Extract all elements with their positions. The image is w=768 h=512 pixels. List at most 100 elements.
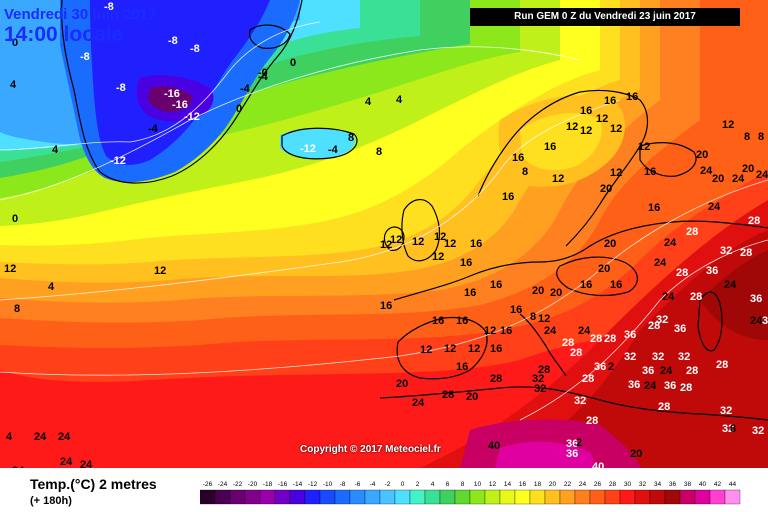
temperature-label: 8: [744, 131, 750, 143]
temperature-label: 28: [748, 215, 760, 227]
temperature-label: 28: [570, 347, 582, 359]
scale-swatch: [304, 489, 321, 505]
temperature-label: 12: [434, 231, 446, 243]
forecast-time: 14:00 locale: [4, 23, 124, 46]
temperature-label: 12: [722, 119, 734, 131]
temperature-label: 36: [628, 379, 640, 391]
temperature-label: 20: [396, 378, 408, 390]
temperature-label: 16: [502, 191, 514, 203]
white-sea: [639, 142, 697, 177]
greenland-coast: [61, 0, 303, 184]
temperature-label: -8: [116, 82, 126, 94]
scale-value: 30: [624, 481, 632, 488]
temperature-label: 12: [484, 325, 496, 337]
scale-swatch: [484, 489, 501, 505]
temperature-label: 36: [706, 265, 718, 277]
temperature-label: 16: [610, 279, 622, 291]
model-run-banner: Run GEM 0 Z du Vendredi 23 juin 2017: [470, 8, 740, 26]
north-africa-coast: [379, 386, 768, 421]
scale-value: -16: [278, 481, 288, 488]
temperature-label: 36: [642, 365, 654, 377]
scale-value: 8: [461, 481, 465, 488]
temperature-label: 28: [686, 365, 698, 377]
scale-value: 22: [564, 481, 572, 488]
zone-extreme-pink: [495, 441, 594, 468]
temperature-label: -4: [258, 71, 269, 83]
temperature-label: 16: [648, 202, 660, 214]
svalbard-coast: [248, 24, 291, 49]
scale-swatch: [289, 489, 306, 505]
temperature-label: 12: [610, 123, 622, 135]
temperature-label: 24: [412, 397, 425, 409]
scale-value: -24: [218, 481, 228, 488]
scale-value: 38: [684, 481, 692, 488]
temperature-label: 8: [14, 303, 20, 315]
temperature-label: 24: [34, 431, 47, 443]
temperature-label: 24: [644, 380, 657, 392]
scale-value: -4: [370, 481, 376, 488]
temperature-label: 12: [390, 234, 402, 246]
temperature-label: 16: [580, 279, 592, 291]
zone-hot-darkred: [500, 230, 768, 468]
scale-value: -14: [293, 481, 303, 488]
scale-swatch: [200, 489, 216, 505]
temperature-label: -16: [172, 99, 188, 111]
temperature-label: 0: [290, 57, 296, 69]
temperature-label: 16: [490, 279, 502, 291]
temperature-label: -8: [80, 51, 90, 63]
temperature-label: 28: [590, 333, 602, 345]
scale-value: 4: [431, 481, 435, 488]
temperature-label: 28: [562, 337, 574, 349]
temperature-label: 8: [530, 311, 536, 323]
temperature-label: 24: [732, 173, 745, 185]
temperature-label: 4: [365, 96, 372, 108]
temperature-label: 28: [490, 373, 502, 385]
scale-swatch: [379, 489, 396, 505]
temperature-label: 28: [716, 359, 728, 371]
temperature-label: 8: [522, 166, 528, 178]
scale-value: 40: [699, 481, 707, 488]
temperature-label: 28: [658, 401, 670, 413]
temperature-label: 16: [512, 152, 524, 164]
temperature-label: 20: [600, 183, 612, 195]
scale-swatch: [454, 489, 471, 505]
scale-value: -20: [248, 481, 258, 488]
temperature-label: 12: [420, 344, 432, 356]
temperature-label: 20: [742, 163, 754, 175]
temperature-label: 24: [58, 431, 71, 443]
temperature-label: 16: [456, 315, 468, 327]
temperature-label: -4: [240, 83, 251, 95]
temperature-label: 32: [532, 373, 544, 385]
caspian-sea: [697, 291, 723, 352]
temperature-label: 0: [236, 103, 242, 115]
temperature-label: 12: [468, 343, 480, 355]
scale-swatch: [679, 489, 696, 505]
temperature-label: 32: [722, 423, 734, 435]
isotherm-0: [0, 21, 321, 151]
temperature-label: 24: [750, 315, 763, 327]
scale-value: -6: [355, 481, 361, 488]
temperature-label: 28: [690, 291, 702, 303]
temperature-label: -12: [184, 111, 200, 123]
scale-swatch: [259, 489, 276, 505]
temperature-label: 36: [566, 448, 578, 460]
scale-value: -18: [263, 481, 273, 488]
temperature-label: 32: [656, 314, 668, 326]
temperature-label: 24: [664, 237, 677, 249]
scale-swatch: [559, 489, 576, 505]
temperature-label: 32: [762, 315, 768, 327]
temperature-label: 36: [674, 323, 686, 335]
temperature-label: 32: [720, 245, 732, 257]
temperature-label: 32: [752, 425, 764, 437]
temperature-zones: [0, 0, 768, 468]
scale-value: 26: [594, 481, 602, 488]
copyright-notice: Copyright © 2017 Meteociel.fr: [300, 444, 441, 455]
temperature-label: 20: [532, 285, 544, 297]
scale-value: -26: [203, 481, 213, 488]
scale-swatch: [649, 489, 666, 505]
iceland-coast: [281, 127, 358, 160]
temperature-label: 36: [594, 361, 606, 373]
legend-subtitle: (+ 180h): [30, 495, 72, 507]
scale-swatch: [529, 489, 546, 505]
